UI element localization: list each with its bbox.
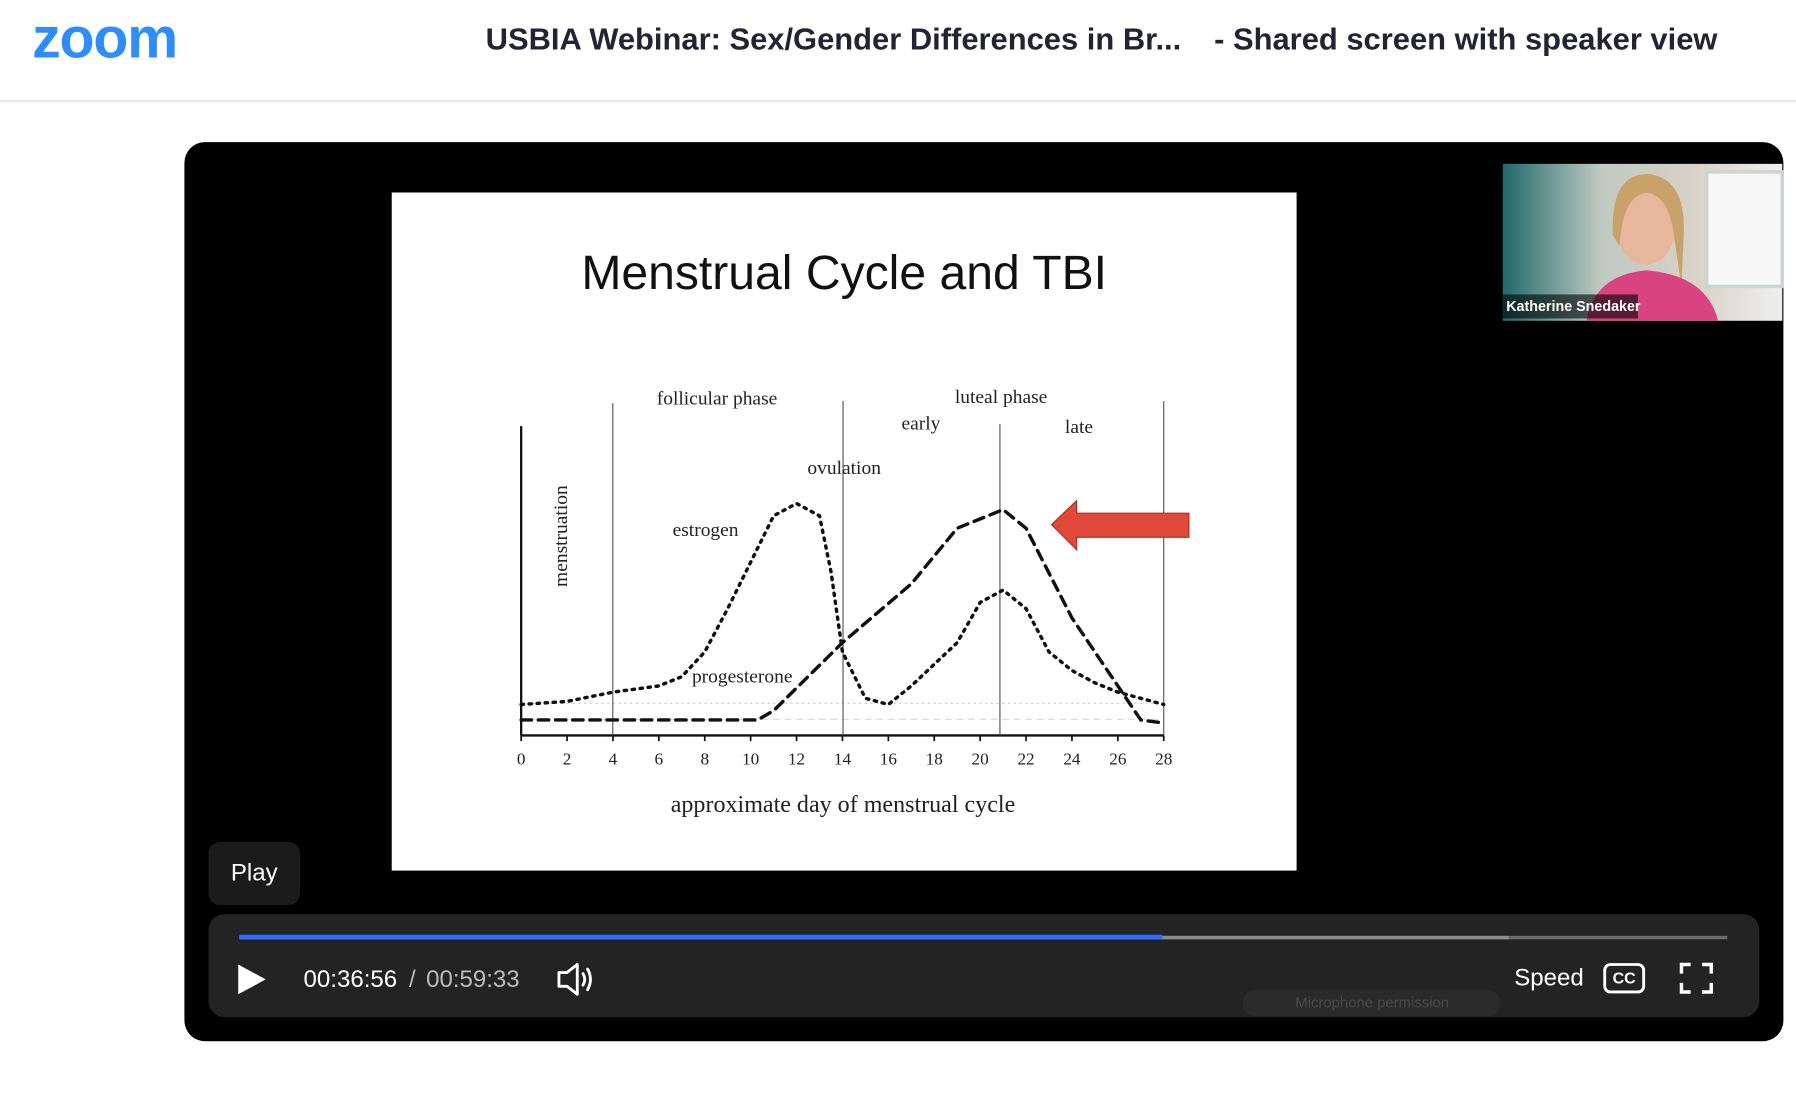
x-tick-label: 8 (700, 750, 709, 769)
name-tag (1502, 294, 1638, 319)
series-line (519, 501, 1166, 707)
window (1704, 170, 1784, 289)
current-time: 00:36:56 (304, 966, 398, 993)
phase-label: early (901, 413, 940, 434)
x-tick-label: 0 (517, 750, 526, 769)
progress-played (239, 934, 1163, 940)
pointer-arrow (1050, 499, 1190, 552)
tooltip (208, 841, 301, 905)
speaker-video: Katherine Snedaker (1502, 163, 1784, 321)
x-tick-label: 10 (742, 750, 759, 769)
x-tick-label: 14 (834, 750, 852, 769)
x-tick-label: 12 (788, 750, 805, 769)
phase-label: luteal phase (955, 387, 1047, 408)
hair (1612, 174, 1684, 287)
sound-wave (586, 967, 592, 992)
fullscreen-button[interactable] (1679, 962, 1713, 994)
x-tick-label: 6 (655, 750, 664, 769)
series-label: progesterone (692, 667, 793, 688)
captions-text: CC (1613, 970, 1637, 988)
face (1616, 189, 1676, 265)
phase-label: late (1065, 417, 1093, 438)
notice-text: Microphone permission (1295, 995, 1449, 1011)
speaker-icon (557, 963, 579, 996)
meeting-title: USBIA Webinar: Sex/Gender Differences in… (486, 21, 1182, 56)
notice-pill (1242, 989, 1501, 1017)
x-tick-label: 20 (972, 750, 989, 769)
x-tick-label: 22 (1017, 750, 1034, 769)
series-label: estrogen (673, 520, 739, 541)
volume-button[interactable] (557, 963, 592, 996)
captions-button[interactable] (1603, 963, 1646, 994)
total-time: 00:59:33 (426, 966, 520, 993)
x-tick-label: 24 (1063, 750, 1081, 769)
sound-wave (581, 972, 587, 987)
chart: follicular phase luteal phase early late… (517, 387, 1190, 818)
x-tick-label: 26 (1109, 750, 1127, 769)
speed-button[interactable]: Speed (1514, 965, 1584, 992)
series-line (519, 507, 1166, 725)
phase-label: ovulation (807, 458, 881, 479)
slide-title: Menstrual Cycle and TBI (581, 246, 1107, 300)
speaker-name: Katherine Snedaker (1506, 299, 1641, 315)
x-tick-label: 18 (926, 750, 943, 769)
x-tick-label: 4 (609, 750, 618, 769)
play-button[interactable] (238, 964, 266, 995)
x-tick-label: 28 (1155, 750, 1172, 769)
logo[interactable]: zoom (32, 7, 178, 71)
x-tick-label: 2 (563, 750, 572, 769)
phase-label: menstruation (551, 485, 572, 587)
phase-label: follicular phase (657, 388, 778, 409)
x-axis-label: approximate day of menstrual cycle (671, 792, 1016, 818)
tooltip-text: Play (231, 859, 278, 886)
x-tick-label: 16 (880, 750, 898, 769)
time-separator: / (409, 966, 416, 993)
view-mode: - Shared screen with speaker view (1214, 21, 1718, 56)
